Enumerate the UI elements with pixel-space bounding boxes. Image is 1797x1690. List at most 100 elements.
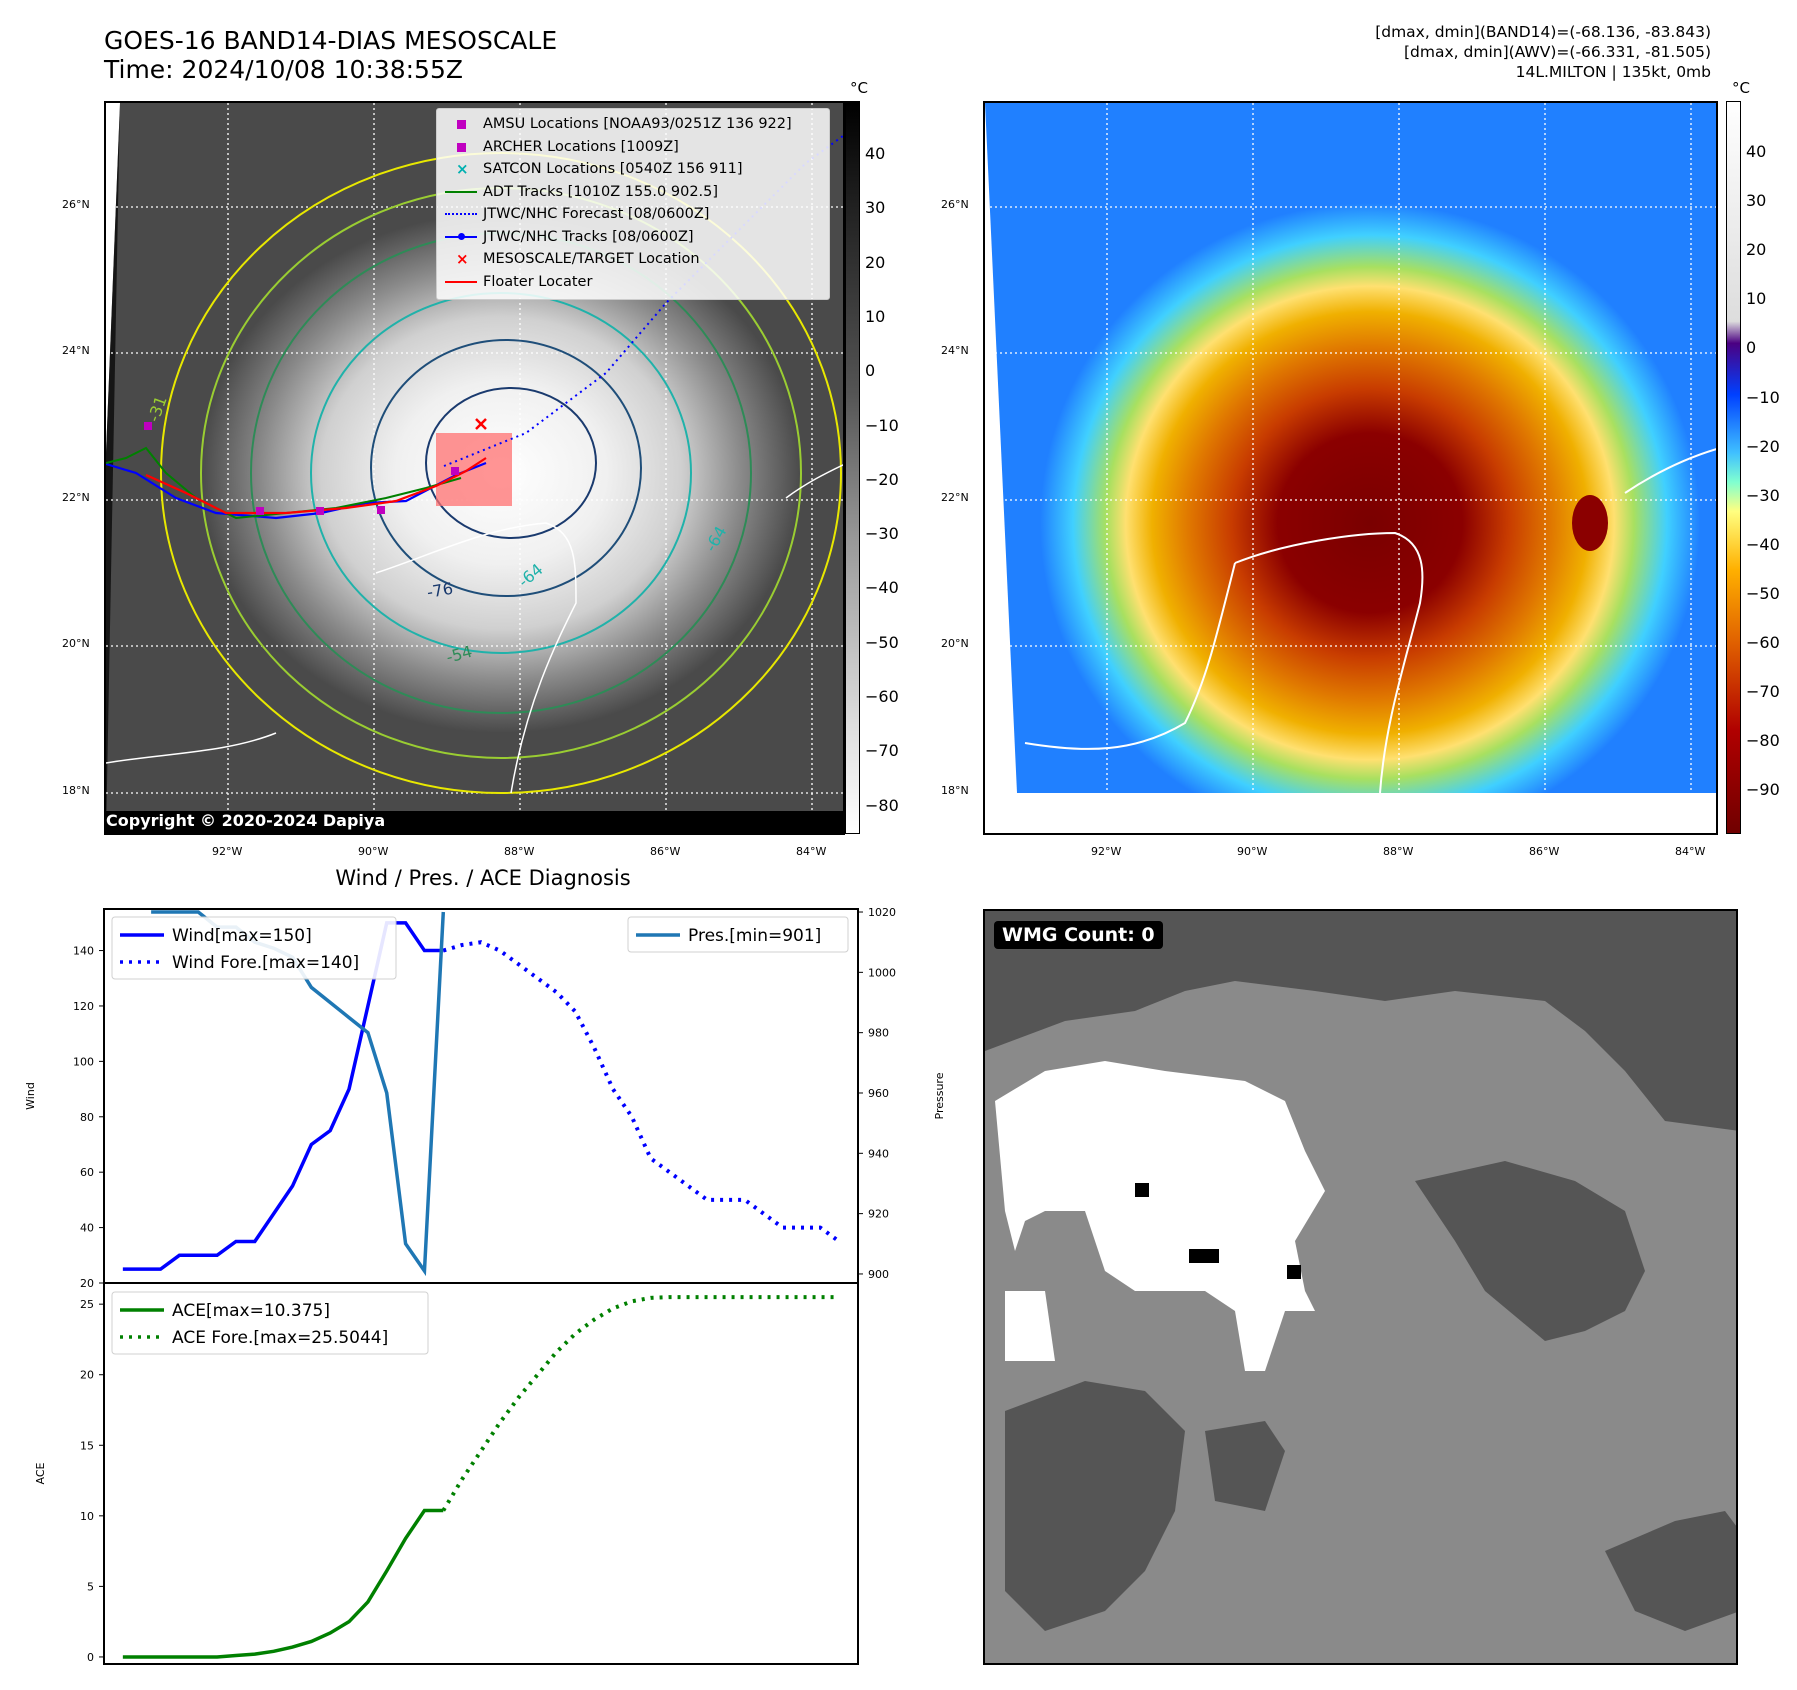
pres-ytick-label: 960 xyxy=(868,1087,889,1100)
awv-map-overlay xyxy=(985,103,1716,833)
colorbar-right-tick: −80 xyxy=(1746,731,1780,751)
copyright-text: Copyright © 2020-2024 Dapiya xyxy=(106,811,386,830)
colorbar-left-tick: −80 xyxy=(865,795,899,815)
awv-nodata-bottom xyxy=(1017,793,1716,833)
map-right-lon-label: 86°W xyxy=(1529,845,1560,858)
legend-swatch xyxy=(445,190,477,193)
wind-forecast-line xyxy=(442,940,841,1244)
awv-coastline-cuba xyxy=(1624,448,1716,494)
pres-ytick-label: 1020 xyxy=(868,906,896,919)
pres-ytick-label: 900 xyxy=(868,1268,889,1281)
info-title: [dmax, dmin](BAND14)=(-68.136, -83.843) … xyxy=(1375,22,1711,82)
wind-legend-box xyxy=(111,916,397,980)
map-left-lat-label: 18°N xyxy=(62,784,90,797)
map-legend: AMSU Locations [NOAA93/0251Z 136 922] ARC… xyxy=(436,108,830,300)
legend-label: ARCHER Locations [1009Z] xyxy=(483,138,679,155)
amsu-markers xyxy=(144,422,459,515)
map-right-lat-label: 20°N xyxy=(941,637,969,650)
wind-ytick-label: 140 xyxy=(73,945,94,958)
colorbar-right-tick: −40 xyxy=(1746,534,1780,554)
colorbar-left-tick: 20 xyxy=(865,252,886,272)
pres-legend-label: Pres.[min=901] xyxy=(688,926,821,946)
pres-ytick-label: 980 xyxy=(868,1027,889,1040)
ace-ytick-label: 10 xyxy=(80,1510,94,1523)
map-left-lon-label: 86°W xyxy=(650,845,681,858)
coastline-cuba xyxy=(785,464,843,499)
colorbar-right-tick: −50 xyxy=(1746,583,1780,603)
legend-label: MESOSCALE/TARGET Location xyxy=(483,251,700,267)
map-right-lat-label: 26°N xyxy=(941,198,969,211)
diagnosis-title: Wind / Pres. / ACE Diagnosis xyxy=(0,866,966,890)
wind-ytick-label: 100 xyxy=(73,1055,94,1068)
ace-ytick-label: 5 xyxy=(87,1580,94,1593)
awv-coastline-mexico xyxy=(1024,562,1236,750)
pres-legend-box xyxy=(627,916,849,953)
pres-ytick-label: 920 xyxy=(868,1208,889,1221)
colorbar-right-tick: −70 xyxy=(1746,682,1780,702)
map-right-lon-label: 92°W xyxy=(1091,845,1122,858)
map-left-lon-label: 84°W xyxy=(796,845,827,858)
colorbar-right-tick: −30 xyxy=(1746,485,1780,505)
wmg-black-pixels xyxy=(1135,1183,1301,1279)
legend-swatch: × xyxy=(456,160,469,178)
colorbar-left-tick: 10 xyxy=(865,306,886,326)
map-left-lat-label: 20°N xyxy=(62,637,90,650)
contour-label-1: -76 xyxy=(425,579,454,602)
legend-swatch xyxy=(445,280,477,283)
floater-track-line xyxy=(145,457,487,515)
legend-swatch xyxy=(457,120,466,129)
ace-line xyxy=(122,1508,444,1659)
colorbar-left-tick: −10 xyxy=(865,415,899,435)
diagnosis-title-text: Wind / Pres. / ACE Diagnosis xyxy=(335,866,631,890)
legend-label: Floater Locater xyxy=(483,273,593,290)
wind-ytick-label: 40 xyxy=(80,1222,94,1235)
wind-ytick-label: 80 xyxy=(80,1111,94,1124)
adt-track-line xyxy=(106,446,462,520)
awv-nodata-corner xyxy=(985,793,1017,833)
colorbar-left xyxy=(845,101,860,834)
wmg-count-badge: WMG Count: 0 xyxy=(994,921,1163,949)
target-marker xyxy=(475,418,487,430)
main-title: GOES-16 BAND14-DIAS MESOSCALE Time: 2024… xyxy=(104,26,557,84)
colorbar-left-tick: 40 xyxy=(865,144,886,163)
contour-label-2: -64 xyxy=(514,560,546,591)
info-line1: [dmax, dmin](BAND14)=(-68.136, -83.843) xyxy=(1375,23,1711,41)
awv-map-panel xyxy=(983,101,1718,835)
colorbar-left-tick: 0 xyxy=(865,361,876,381)
diagnosis-chart: 2040608010012014090092094096098010001020… xyxy=(24,906,946,1665)
colorbar-right-tick: 20 xyxy=(1746,240,1767,260)
ace-ytick-label: 25 xyxy=(80,1298,94,1311)
colorbar-left-tick: −60 xyxy=(865,687,899,706)
pressure-ylabel: Pressure xyxy=(933,1072,946,1119)
map-right-lat-label: 24°N xyxy=(941,344,969,357)
colorbar-right-tick: 30 xyxy=(1746,191,1767,211)
map-right-lat-label: 22°N xyxy=(941,491,969,504)
legend-label: AMSU Locations [NOAA93/0251Z 136 922] xyxy=(483,116,792,132)
colorbar-left-tick: −50 xyxy=(865,632,899,652)
ace-ytick-label: 0 xyxy=(87,1651,94,1664)
pres-ytick-label: 1000 xyxy=(868,966,896,979)
colorbar-left-tick: −70 xyxy=(865,741,899,761)
contour-label-5: -64 xyxy=(701,523,731,555)
colorbar-right-tick: 40 xyxy=(1746,142,1767,161)
map-right-lon-label: 88°W xyxy=(1383,845,1414,858)
ace-ytick-label: 15 xyxy=(80,1439,94,1452)
ace-forecast-line xyxy=(441,1295,840,1512)
ace-legend-label: ACE Fore.[max=25.5044] xyxy=(172,1328,388,1348)
map-left-lat-label: 24°N xyxy=(62,344,90,357)
colorbar-left-tick: −40 xyxy=(865,578,899,598)
ace-ylabel: ACE xyxy=(34,1462,47,1484)
legend-label: JTWC/NHC Forecast [08/0600Z] xyxy=(483,206,710,222)
ace-axes-frame xyxy=(103,1282,859,1665)
ace-ytick-label: 20 xyxy=(80,1369,94,1382)
main-title-line1: GOES-16 BAND14-DIAS MESOSCALE xyxy=(104,26,558,55)
awv-nodata-left xyxy=(985,103,1017,833)
pres-ytick-label: 940 xyxy=(868,1147,889,1160)
legend-label: SATCON Locations [0540Z 156 911] xyxy=(483,161,743,177)
ace-legend-box xyxy=(111,1291,429,1355)
awv-gridlines xyxy=(985,103,1716,833)
colorbar-left-tick: 30 xyxy=(865,198,886,218)
legend-swatch: × xyxy=(456,250,469,268)
wind-ytick-label: 60 xyxy=(80,1166,94,1179)
info-line3: 14L.MILTON | 135kt, 0mb xyxy=(1515,63,1711,81)
